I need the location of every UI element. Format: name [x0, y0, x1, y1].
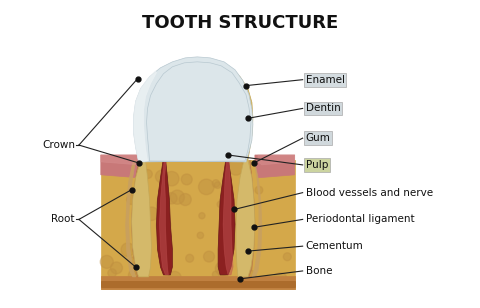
- Polygon shape: [255, 155, 295, 178]
- Circle shape: [168, 271, 181, 285]
- Polygon shape: [159, 158, 168, 275]
- Circle shape: [217, 201, 224, 208]
- Circle shape: [199, 213, 205, 219]
- Polygon shape: [132, 160, 152, 277]
- Circle shape: [100, 255, 113, 268]
- Circle shape: [218, 265, 228, 276]
- Polygon shape: [258, 155, 295, 165]
- Circle shape: [181, 174, 192, 185]
- Text: Periodontal ligament: Periodontal ligament: [306, 214, 414, 225]
- Circle shape: [179, 193, 191, 205]
- Text: Blood vessels and nerve: Blood vessels and nerve: [306, 188, 433, 198]
- Circle shape: [212, 271, 219, 278]
- Text: Dentin: Dentin: [306, 103, 340, 113]
- Circle shape: [283, 253, 291, 261]
- Circle shape: [204, 251, 215, 262]
- Circle shape: [197, 232, 204, 239]
- Circle shape: [144, 170, 152, 178]
- Polygon shape: [218, 158, 235, 275]
- Circle shape: [121, 243, 134, 257]
- Text: Cementum: Cementum: [306, 241, 363, 251]
- Circle shape: [156, 170, 168, 183]
- Circle shape: [212, 180, 220, 187]
- Circle shape: [127, 195, 136, 205]
- Polygon shape: [161, 87, 200, 158]
- Circle shape: [137, 166, 146, 175]
- Polygon shape: [133, 57, 253, 162]
- Polygon shape: [236, 160, 255, 277]
- Circle shape: [156, 197, 169, 210]
- Polygon shape: [101, 155, 143, 165]
- Circle shape: [128, 257, 135, 264]
- Circle shape: [166, 192, 177, 204]
- Circle shape: [222, 197, 233, 208]
- Text: Crown: Crown: [42, 140, 75, 150]
- Circle shape: [170, 190, 184, 204]
- Polygon shape: [101, 160, 295, 289]
- Text: Root: Root: [51, 214, 75, 225]
- Circle shape: [134, 196, 145, 207]
- Circle shape: [186, 254, 193, 262]
- Text: TOOTH STRUCTURE: TOOTH STRUCTURE: [142, 14, 338, 32]
- Circle shape: [165, 172, 179, 186]
- Text: Gum: Gum: [306, 133, 331, 143]
- Circle shape: [156, 218, 171, 233]
- Circle shape: [241, 269, 256, 284]
- Polygon shape: [156, 158, 172, 275]
- Circle shape: [237, 253, 243, 260]
- Circle shape: [228, 160, 244, 175]
- Circle shape: [145, 207, 158, 221]
- Text: Bone: Bone: [306, 266, 332, 276]
- Text: Enamel: Enamel: [306, 75, 345, 85]
- Polygon shape: [223, 158, 233, 275]
- Polygon shape: [101, 155, 145, 178]
- Circle shape: [255, 186, 263, 194]
- Circle shape: [129, 269, 143, 282]
- Circle shape: [214, 182, 221, 188]
- Polygon shape: [101, 281, 295, 287]
- Polygon shape: [136, 60, 253, 160]
- Polygon shape: [132, 160, 141, 277]
- Circle shape: [134, 265, 146, 277]
- Circle shape: [110, 262, 122, 274]
- Circle shape: [216, 261, 229, 275]
- Circle shape: [273, 273, 288, 287]
- Circle shape: [199, 179, 214, 195]
- Circle shape: [108, 269, 116, 277]
- Polygon shape: [158, 86, 233, 158]
- Polygon shape: [126, 160, 136, 277]
- Polygon shape: [252, 160, 262, 277]
- Circle shape: [120, 163, 132, 175]
- Polygon shape: [101, 276, 295, 289]
- Polygon shape: [133, 71, 156, 162]
- Text: Pulp: Pulp: [306, 160, 328, 170]
- Polygon shape: [248, 160, 255, 277]
